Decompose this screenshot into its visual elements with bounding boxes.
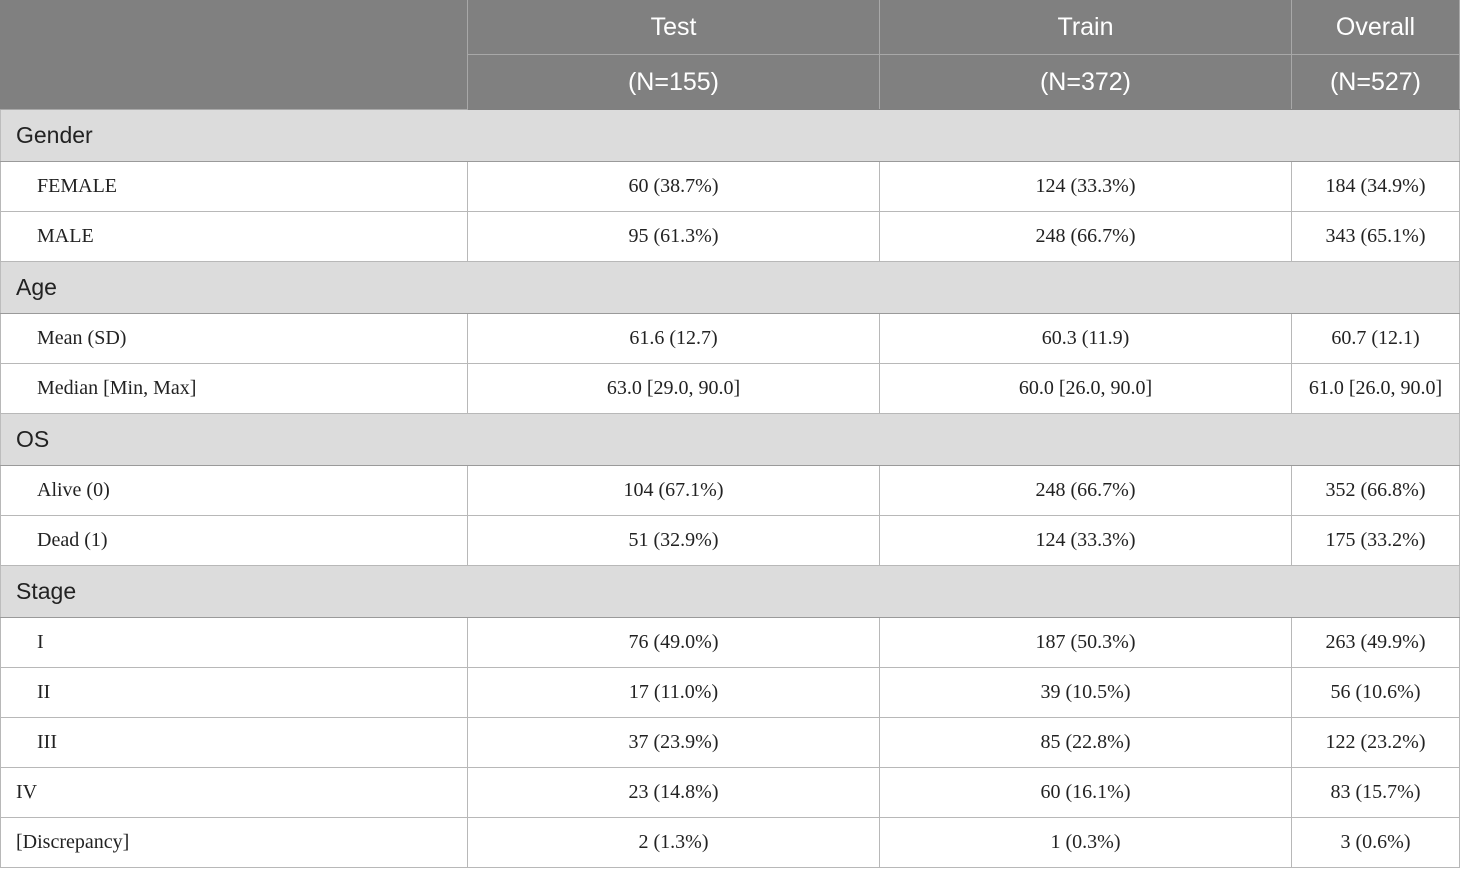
cell-overall: 122 (23.2%) [1291, 717, 1460, 768]
cell-test: 63.0 [29.0, 90.0] [467, 363, 880, 414]
column-count-overall: (N=527) [1291, 54, 1460, 110]
cell-overall: 352 (66.8%) [1291, 465, 1460, 516]
row-label: I [0, 617, 468, 668]
table-row: Mean (SD) 61.6 (12.7) 60.3 (11.9) 60.7 (… [0, 313, 1460, 364]
cell-overall: 175 (33.2%) [1291, 515, 1460, 566]
table-row: FEMALE 60 (38.7%) 124 (33.3%) 184 (34.9%… [0, 161, 1460, 212]
table-row: Alive (0) 104 (67.1%) 248 (66.7%) 352 (6… [0, 465, 1460, 516]
cell-train: 124 (33.3%) [879, 161, 1292, 212]
row-label: Alive (0) [0, 465, 468, 516]
cell-overall: 83 (15.7%) [1291, 767, 1460, 818]
section-title: Age [0, 261, 1460, 314]
column-count-test: (N=155) [467, 54, 880, 110]
cell-test: 37 (23.9%) [467, 717, 880, 768]
table-row: II 17 (11.0%) 39 (10.5%) 56 (10.6%) [0, 667, 1460, 718]
row-label: Median [Min, Max] [0, 363, 468, 414]
cell-overall: 56 (10.6%) [1291, 667, 1460, 718]
table-row: MALE 95 (61.3%) 248 (66.7%) 343 (65.1%) [0, 211, 1460, 262]
cell-test: 76 (49.0%) [467, 617, 880, 668]
row-label: Mean (SD) [0, 313, 468, 364]
table-row: Median [Min, Max] 63.0 [29.0, 90.0] 60.0… [0, 363, 1460, 414]
section-title: Gender [0, 109, 1460, 162]
cell-overall: 343 (65.1%) [1291, 211, 1460, 262]
cell-test: 2 (1.3%) [467, 817, 880, 868]
cell-test: 23 (14.8%) [467, 767, 880, 818]
section-row-os: OS [0, 413, 1460, 466]
cell-test: 60 (38.7%) [467, 161, 880, 212]
cell-train: 1 (0.3%) [879, 817, 1292, 868]
cell-test: 104 (67.1%) [467, 465, 880, 516]
cell-train: 39 (10.5%) [879, 667, 1292, 718]
cell-train: 85 (22.8%) [879, 717, 1292, 768]
column-header-overall: Overall [1291, 0, 1460, 55]
cell-overall: 60.7 (12.1) [1291, 313, 1460, 364]
cell-overall: 61.0 [26.0, 90.0] [1291, 363, 1460, 414]
cell-overall: 263 (49.9%) [1291, 617, 1460, 668]
row-label: MALE [0, 211, 468, 262]
row-label: [Discrepancy] [0, 817, 468, 868]
cell-train: 60.0 [26.0, 90.0] [879, 363, 1292, 414]
row-label: IV [0, 767, 468, 818]
table-row: III 37 (23.9%) 85 (22.8%) 122 (23.2%) [0, 717, 1460, 768]
table-body: Gender FEMALE 60 (38.7%) 124 (33.3%) 184… [0, 109, 1460, 868]
header-row-counts: (N=155) (N=372) (N=527) [1, 54, 1460, 110]
cell-train: 248 (66.7%) [879, 211, 1292, 262]
table-row: Dead (1) 51 (32.9%) 124 (33.3%) 175 (33.… [0, 515, 1460, 566]
section-row-gender: Gender [0, 109, 1460, 162]
table-row: IV 23 (14.8%) 60 (16.1%) 83 (15.7%) [0, 767, 1460, 818]
cell-overall: 3 (0.6%) [1291, 817, 1460, 868]
cell-test: 61.6 (12.7) [467, 313, 880, 364]
column-header-train: Train [879, 0, 1292, 55]
section-title: Stage [0, 565, 1460, 618]
column-header-test: Test [467, 0, 880, 55]
cell-train: 248 (66.7%) [879, 465, 1292, 516]
section-row-age: Age [0, 261, 1460, 314]
header-row-names: Test Train Overall [0, 0, 1460, 110]
cell-train: 187 (50.3%) [879, 617, 1292, 668]
row-label: II [0, 667, 468, 718]
row-label: Dead (1) [0, 515, 468, 566]
table-row: I 76 (49.0%) 187 (50.3%) 263 (49.9%) [0, 617, 1460, 668]
cell-test: 17 (11.0%) [467, 667, 880, 718]
cell-overall: 184 (34.9%) [1291, 161, 1460, 212]
section-row-stage: Stage [0, 565, 1460, 618]
cell-test: 51 (32.9%) [467, 515, 880, 566]
header-blank-cell [0, 0, 468, 110]
column-count-train: (N=372) [879, 54, 1292, 110]
cell-train: 124 (33.3%) [879, 515, 1292, 566]
table-header: Test Train Overall (N=155) (N=372) (N=52… [0, 0, 1460, 110]
section-title: OS [0, 413, 1460, 466]
cell-test: 95 (61.3%) [467, 211, 880, 262]
cell-train: 60 (16.1%) [879, 767, 1292, 818]
cell-train: 60.3 (11.9) [879, 313, 1292, 364]
table-row: [Discrepancy] 2 (1.3%) 1 (0.3%) 3 (0.6%) [0, 817, 1460, 868]
row-label: III [0, 717, 468, 768]
row-label: FEMALE [0, 161, 468, 212]
